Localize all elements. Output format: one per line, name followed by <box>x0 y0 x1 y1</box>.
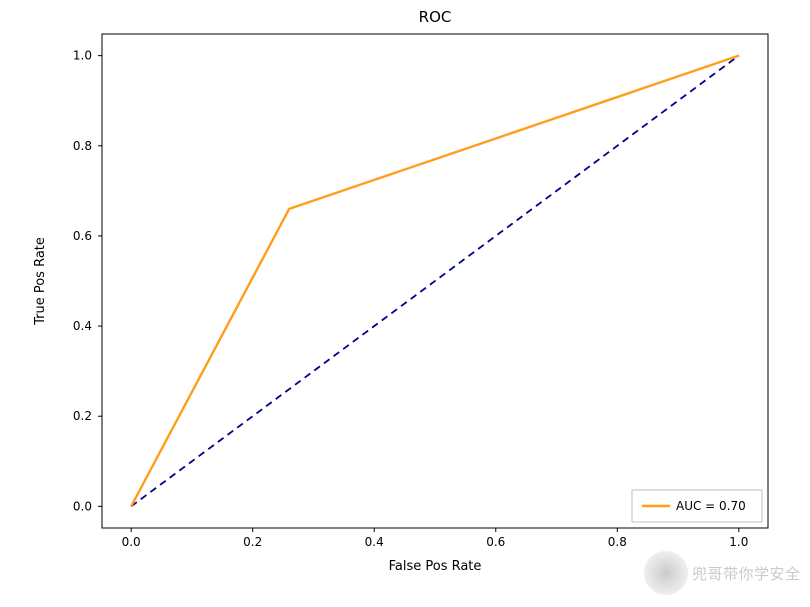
y-tick-label: 0.8 <box>73 139 92 153</box>
y-tick-label: 0.2 <box>73 409 92 423</box>
x-tick-label: 0.0 <box>122 535 141 549</box>
x-tick-label: 0.2 <box>243 535 262 549</box>
y-axis-label: True Pos Rate <box>33 237 48 326</box>
x-axis-label: False Pos Rate <box>389 559 482 574</box>
y-tick-label: 0.0 <box>73 499 92 513</box>
chart-title: ROC <box>419 8 452 26</box>
x-tick-label: 0.6 <box>486 535 505 549</box>
legend-label: AUC = 0.70 <box>676 499 746 513</box>
legend: AUC = 0.70 <box>632 490 762 522</box>
x-tick-label: 0.8 <box>608 535 627 549</box>
x-tick-label: 0.4 <box>365 535 384 549</box>
roc-chart: 0.0 0.2 0.4 0.6 0.8 1.0 0.0 0.2 0.4 0.6 0.8 1.0 Fals… <box>0 0 810 607</box>
y-tick-label: 1.0 <box>73 49 92 63</box>
chart-viewport: { "chart": { "type": "line", "title": "R… <box>0 0 810 607</box>
y-tick-label: 0.4 <box>73 319 92 333</box>
x-tick-label: 1.0 <box>729 535 748 549</box>
y-tick-label: 0.6 <box>73 229 92 243</box>
